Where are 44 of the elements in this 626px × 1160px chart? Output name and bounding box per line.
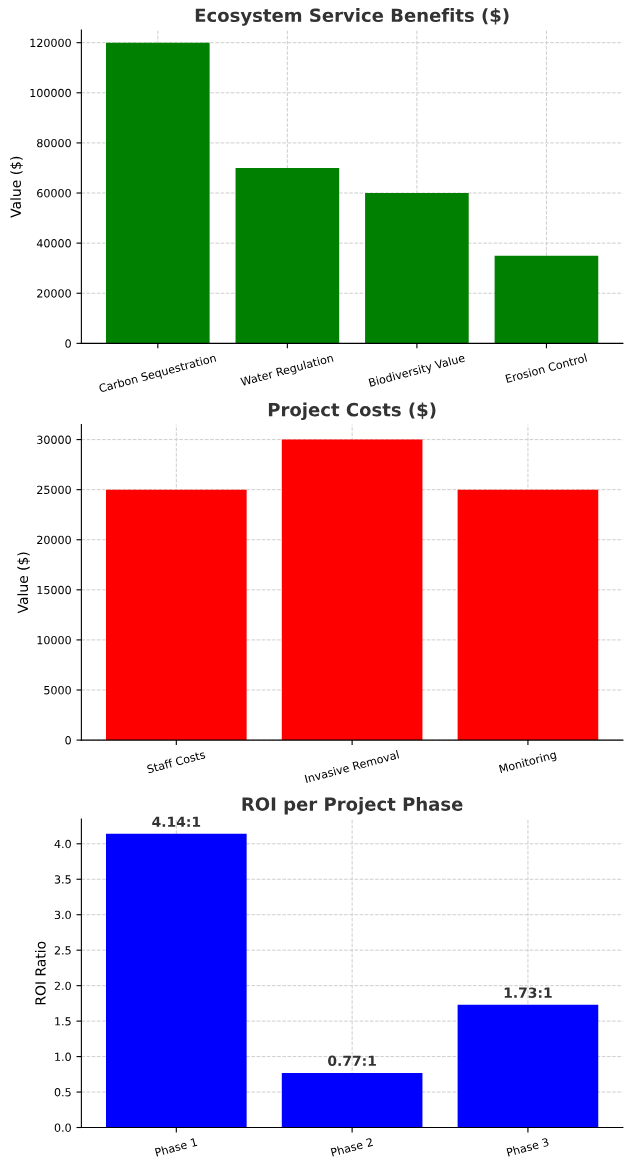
y-tick-label: 25000	[37, 485, 71, 495]
y-tick-label: 2.0	[54, 981, 71, 991]
y-tick-label: 15000	[37, 585, 71, 595]
data-label: 4.14:1	[152, 816, 201, 827]
y-tick-label: 0.5	[54, 1088, 71, 1097]
x-tick-label: Phase 2	[330, 1137, 374, 1157]
y-tick-label: 0	[65, 736, 71, 745]
bar	[494, 255, 599, 344]
y-tick-label: 100000	[30, 88, 71, 98]
chart-title: Project Costs ($)	[268, 402, 436, 421]
y-tick-label: 120000	[30, 38, 71, 48]
bar	[281, 1072, 423, 1128]
y-tick-label: 3.0	[54, 910, 71, 920]
bar	[105, 42, 210, 344]
data-label: 1.73:1	[504, 987, 552, 998]
bar	[365, 193, 469, 344]
chart-title: ROI per Project Phase	[242, 796, 463, 815]
y-tick-label: 30000	[37, 435, 71, 444]
y-tick-label: 10000	[37, 635, 71, 645]
y-tick-label: 40000	[36, 239, 71, 248]
bar	[235, 167, 340, 344]
data-label: 0.77:1	[328, 1055, 376, 1067]
bar	[105, 833, 247, 1128]
y-tick-label: 1.0	[55, 1052, 71, 1061]
y-tick-label: 80000	[37, 138, 71, 148]
bar	[457, 1004, 599, 1128]
y-tick-label: 4.0	[54, 839, 71, 849]
y-tick-label: 60000	[37, 189, 71, 198]
y-tick-label: 1.5	[55, 1017, 71, 1026]
y-tick-label: 0	[65, 339, 71, 348]
y-axis-title: Value ($)	[17, 552, 30, 614]
y-tick-label: 5000	[44, 685, 71, 695]
y-tick-label: 0.0	[54, 1123, 71, 1132]
x-tick-label: Phase 1	[154, 1137, 198, 1157]
x-tick-label: Phase 3	[506, 1137, 550, 1157]
y-tick-label: 20000	[37, 289, 71, 298]
x-tick-label: Staff Costs	[146, 749, 206, 774]
y-tick-label: 3.5	[54, 875, 71, 884]
chart-title: Ecosystem Service Benefits ($)	[195, 8, 509, 26]
y-tick-label: 20000	[37, 535, 71, 545]
y-axis-title: Value ($)	[10, 156, 23, 218]
x-tick-label: Erosion Control	[505, 353, 588, 383]
y-axis-title: ROI Ratio	[34, 941, 46, 1005]
y-tick-label: 2.5	[54, 946, 71, 955]
